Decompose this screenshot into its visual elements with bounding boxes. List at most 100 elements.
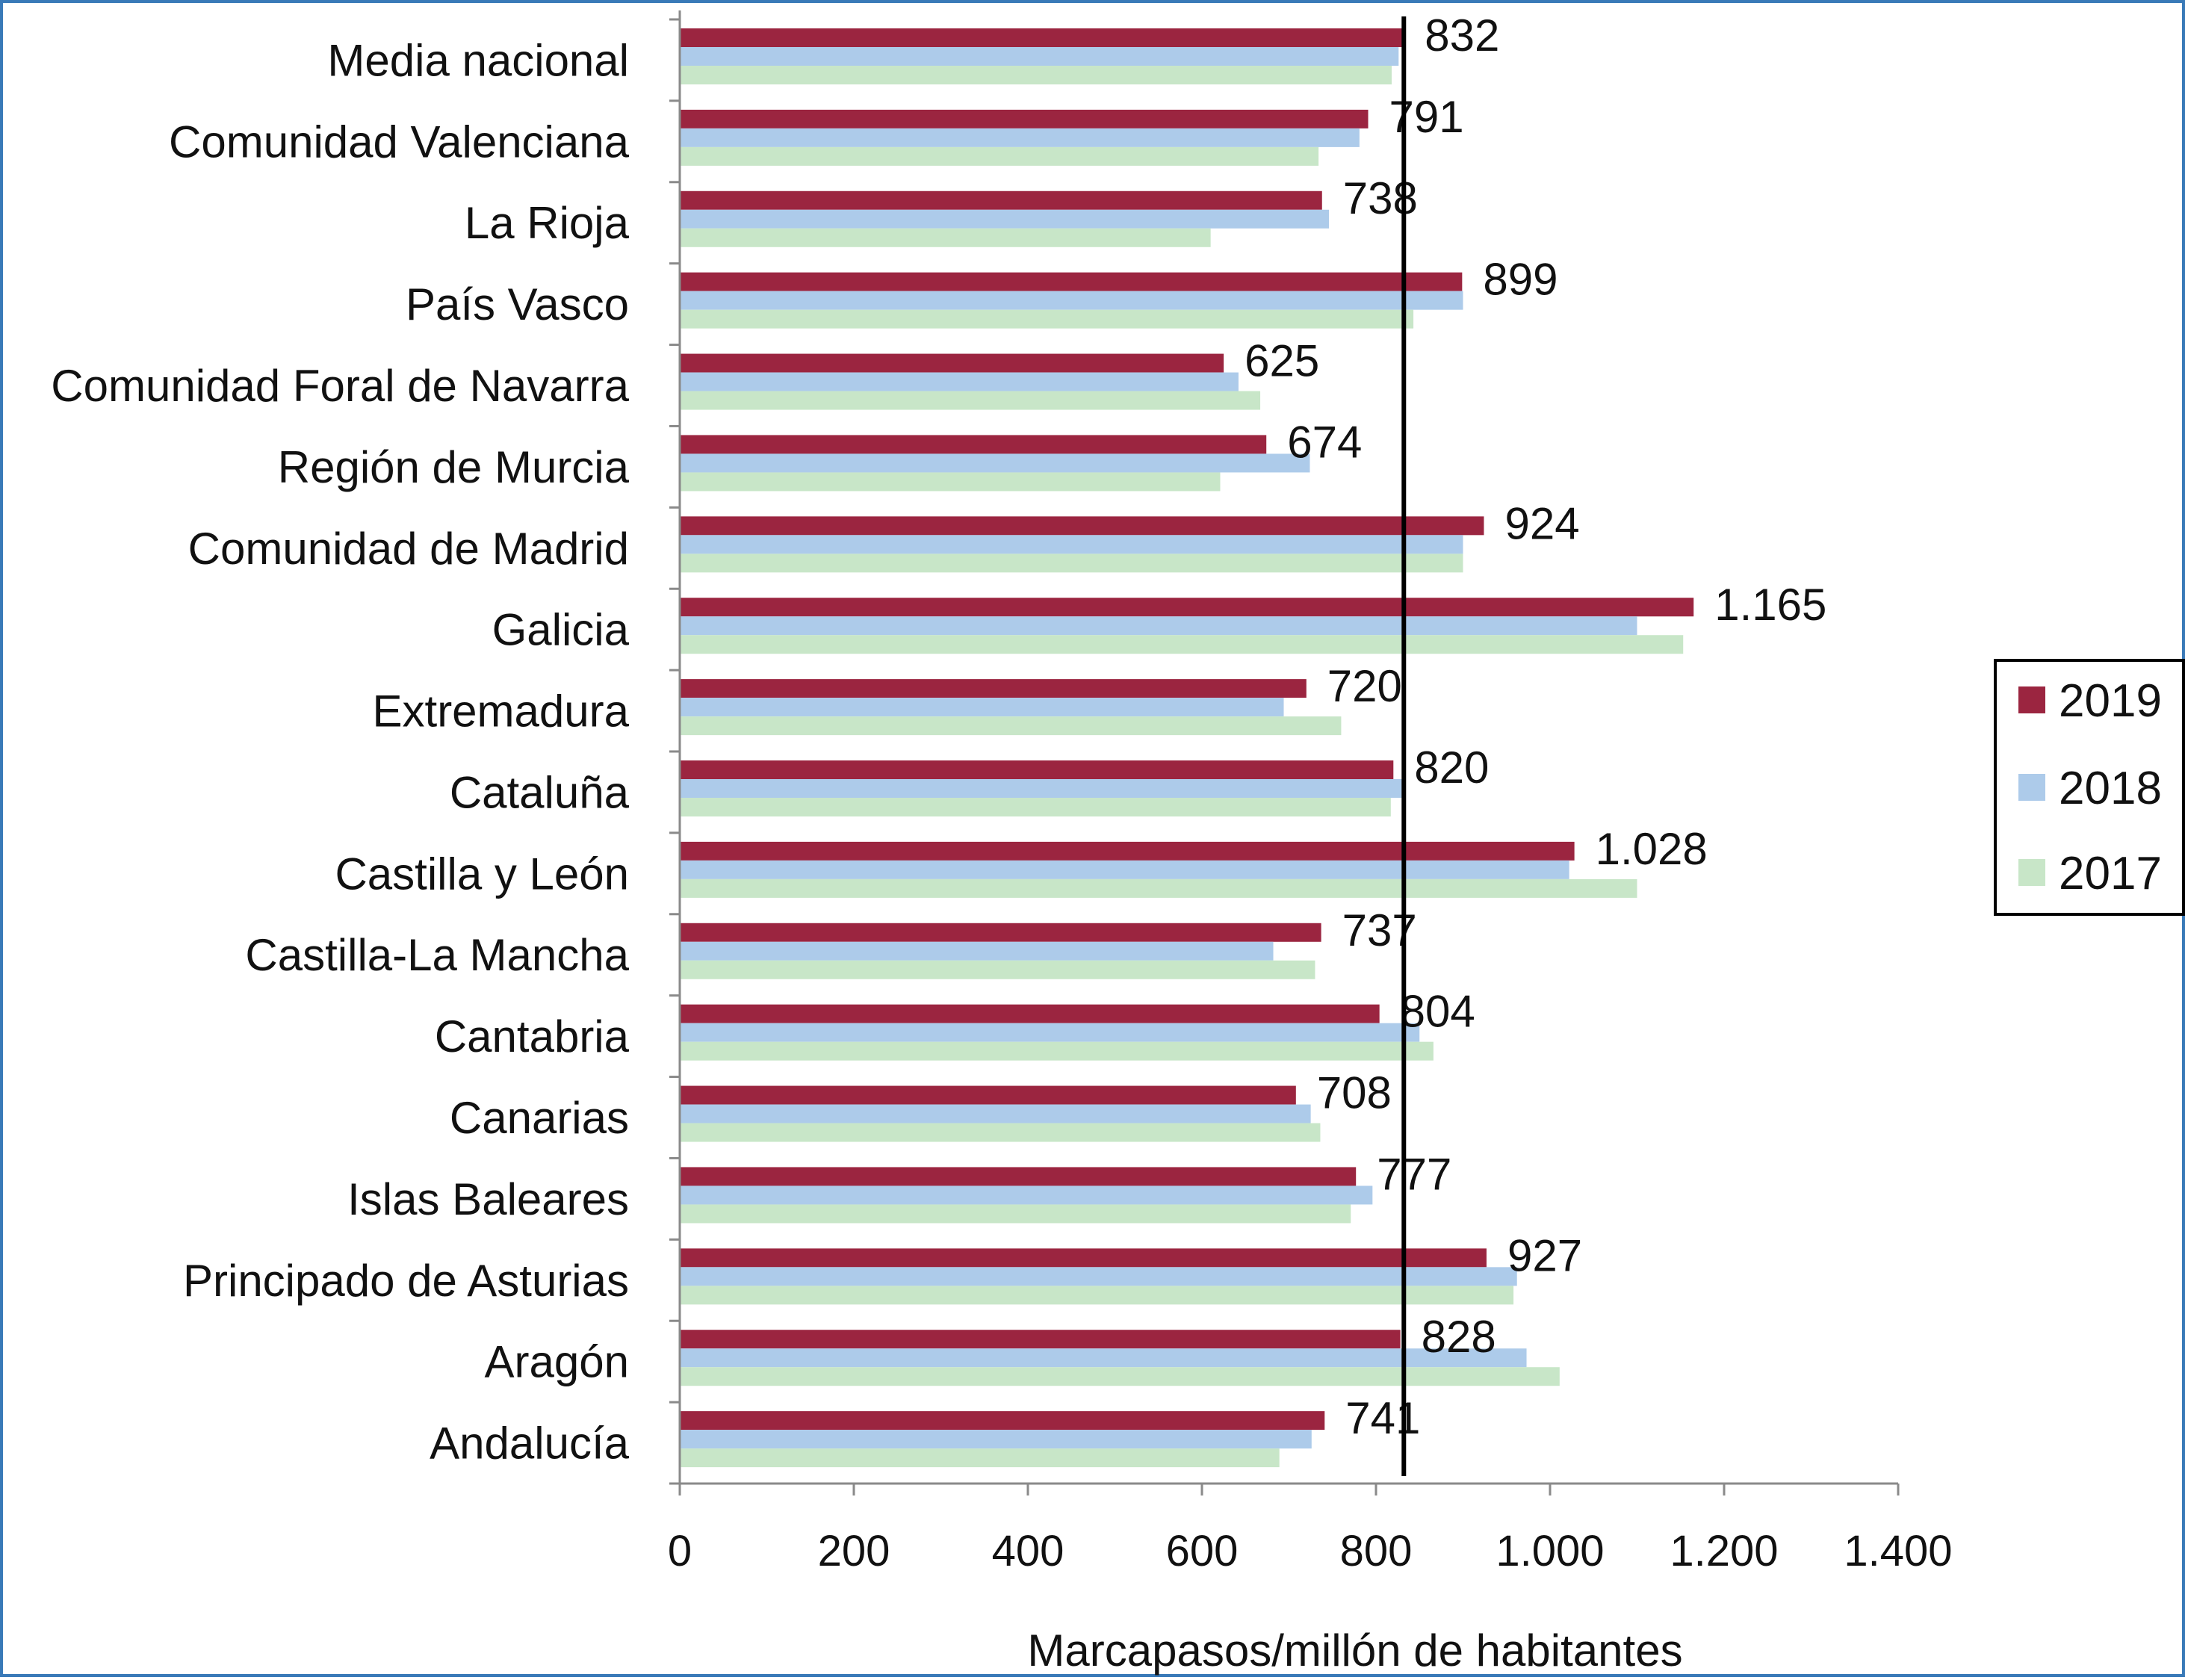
- bar-islas-baleares-2019: [680, 1167, 1357, 1186]
- bar-comunidad-de-madrid-2019: [680, 516, 1484, 536]
- bar-galicia-2017: [680, 635, 1684, 654]
- bar-cataluna-2017: [680, 798, 1391, 816]
- category-label-aragon: Aragón: [485, 1337, 629, 1387]
- x-tick-label: 1.000: [1496, 1527, 1604, 1575]
- x-tick-label: 800: [1340, 1527, 1413, 1575]
- legend-label-2019: 2019: [2059, 675, 2162, 727]
- bar-region-de-murcia-2019: [680, 435, 1267, 454]
- data-label-pais-vasco: 899: [1483, 255, 1558, 305]
- bar-principado-de-asturias-2019: [680, 1248, 1487, 1268]
- bar-comunidad-valenciana-2019: [680, 109, 1369, 128]
- bar-region-de-murcia-2017: [680, 472, 1221, 492]
- category-label-canarias: Canarias: [450, 1093, 629, 1143]
- category-label-islas-baleares: Islas Baleares: [347, 1174, 629, 1224]
- bar-la-rioja-2018: [680, 209, 1330, 229]
- x-tick-label: 200: [818, 1527, 890, 1575]
- bar-comunidad-foral-de-navarra-2018: [680, 372, 1239, 391]
- bars-layer: [680, 28, 1694, 1468]
- data-label-comunidad-foral-de-navarra: 625: [1245, 336, 1319, 386]
- bar-comunidad-de-madrid-2017: [680, 554, 1463, 573]
- category-label-comunidad-valenciana: Comunidad Valenciana: [169, 117, 630, 167]
- category-label-comunidad-de-madrid: Comunidad de Madrid: [188, 524, 629, 574]
- bar-canarias-2019: [680, 1085, 1296, 1105]
- data-label-aragon: 828: [1422, 1312, 1496, 1362]
- bar-extremadura-2017: [680, 716, 1342, 736]
- category-label-cataluna: Cataluña: [450, 767, 630, 817]
- x-tick-label: 1.400: [1844, 1527, 1952, 1575]
- bar-comunidad-valenciana-2017: [680, 146, 1319, 166]
- x-tick-label: 0: [668, 1527, 692, 1575]
- category-label-galicia: Galicia: [492, 605, 630, 655]
- bar-aragon-2018: [680, 1348, 1527, 1368]
- data-label-comunidad-valenciana: 791: [1389, 92, 1464, 142]
- bar-galicia-2018: [680, 616, 1637, 636]
- data-label-andalucia: 741: [1345, 1393, 1420, 1443]
- bar-cataluna-2018: [680, 779, 1404, 798]
- legend: 2019 2018 2017: [1994, 659, 2185, 916]
- bar-andalucia-2018: [680, 1430, 1312, 1449]
- bar-principado-de-asturias-2017: [680, 1286, 1514, 1305]
- legend-label-2017: 2017: [2059, 848, 2162, 899]
- bar-cataluna-2019: [680, 760, 1394, 779]
- bar-castilla-la-mancha-2018: [680, 941, 1274, 961]
- x-tick-label: 400: [992, 1527, 1064, 1575]
- bar-islas-baleares-2018: [680, 1185, 1373, 1205]
- bar-cantabria-2018: [680, 1023, 1420, 1042]
- axes-layer: [669, 10, 1900, 1495]
- bar-principado-de-asturias-2018: [680, 1267, 1517, 1286]
- labels-layer: Media nacional 832 Comunidad Valenciana 791…: [51, 10, 1952, 1575]
- category-label-castilla-y-leon: Castilla y León: [335, 849, 629, 899]
- bar-pais-vasco-2018: [680, 291, 1463, 310]
- legend-swatch-2019: [2018, 686, 2045, 713]
- data-label-region-de-murcia: 674: [1287, 417, 1362, 467]
- bar-islas-baleares-2017: [680, 1204, 1351, 1224]
- category-label-cantabria: Cantabria: [435, 1011, 630, 1061]
- bar-la-rioja-2017: [680, 228, 1211, 247]
- bar-castilla-y-leon-2019: [680, 841, 1575, 861]
- bar-media-nacional-2017: [680, 66, 1392, 84]
- category-label-comunidad-foral-de-navarra: Comunidad Foral de Navarra: [51, 361, 629, 411]
- bar-comunidad-valenciana-2018: [680, 128, 1360, 147]
- bar-castilla-la-mancha-2017: [680, 960, 1315, 979]
- data-label-la-rioja: 738: [1343, 173, 1418, 223]
- bar-castilla-y-leon-2017: [680, 878, 1637, 898]
- data-label-extremadura: 720: [1327, 661, 1402, 711]
- bar-galicia-2019: [680, 598, 1694, 617]
- data-label-islas-baleares: 777: [1377, 1149, 1451, 1199]
- bar-castilla-y-leon-2018: [680, 860, 1569, 879]
- data-label-cataluna: 820: [1414, 743, 1489, 793]
- x-axis-title: Marcapasos/millón de habitantes: [1027, 1625, 1682, 1676]
- bar-comunidad-foral-de-navarra-2019: [680, 353, 1224, 373]
- bar-media-nacional-2019: [680, 28, 1404, 47]
- data-label-principado-de-asturias: 927: [1507, 1230, 1582, 1280]
- bar-andalucia-2017: [680, 1448, 1280, 1468]
- data-label-comunidad-de-madrid: 924: [1504, 498, 1579, 548]
- category-label-media-nacional: Media nacional: [327, 35, 629, 85]
- x-tick-label: 1.200: [1670, 1527, 1778, 1575]
- category-label-pais-vasco: País Vasco: [406, 279, 629, 329]
- bar-extremadura-2018: [680, 698, 1284, 717]
- bar-cantabria-2019: [680, 1004, 1380, 1023]
- category-label-principado-de-asturias: Principado de Asturias: [183, 1256, 629, 1306]
- bar-pais-vasco-2017: [680, 309, 1414, 329]
- bar-aragon-2019: [680, 1330, 1401, 1349]
- data-label-cantabria: 804: [1401, 987, 1475, 1037]
- category-label-extremadura: Extremadura: [373, 686, 630, 737]
- category-label-castilla-la-mancha: Castilla-La Mancha: [245, 930, 629, 980]
- data-label-canarias: 708: [1317, 1068, 1392, 1118]
- bar-media-nacional-2018: [680, 47, 1399, 66]
- bar-andalucia-2019: [680, 1411, 1325, 1431]
- legend-swatch-2017: [2018, 859, 2045, 886]
- bar-pais-vasco-2019: [680, 272, 1463, 291]
- data-label-galicia: 1.165: [1714, 580, 1826, 630]
- x-tick-label: 600: [1166, 1527, 1239, 1575]
- bar-chart: Media nacional 832 Comunidad Valenciana 791…: [51, 10, 2185, 1676]
- bar-la-rioja-2019: [680, 190, 1322, 210]
- category-label-andalucia: Andalucía: [430, 1419, 629, 1469]
- data-label-media-nacional: 832: [1425, 10, 1499, 61]
- bar-canarias-2017: [680, 1123, 1321, 1142]
- category-label-la-rioja: La Rioja: [465, 198, 630, 248]
- bar-cantabria-2017: [680, 1041, 1434, 1061]
- category-label-region-de-murcia: Región de Murcia: [278, 442, 630, 492]
- bar-comunidad-de-madrid-2018: [680, 535, 1463, 554]
